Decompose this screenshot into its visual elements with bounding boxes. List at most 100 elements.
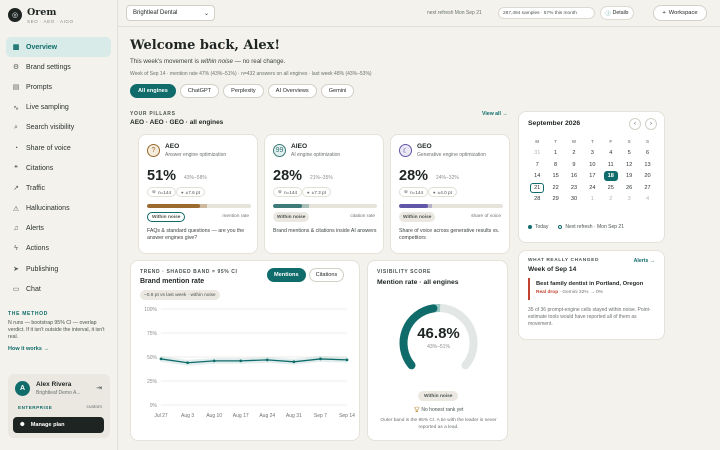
data-point[interactable] <box>212 359 216 363</box>
what-changed-card: WHAT REALLY CHANGED Week of Sep 14 Alert… <box>518 250 665 340</box>
pillar-card-aieo[interactable]: 99 AIEO AI engine optimization 28% 21%–35% ⊜ n… <box>264 134 384 254</box>
tab-ai-overviews[interactable]: AI Overviews <box>267 84 317 98</box>
calendar-day[interactable]: 23 <box>565 182 583 194</box>
tab-chatgpt[interactable]: ChatGPT <box>179 84 220 98</box>
data-point[interactable] <box>186 361 189 365</box>
sidebar-item-overview[interactable]: ▦ Overview <box>6 37 111 58</box>
sidebar-item-actions[interactable]: ϟ Actions <box>6 239 111 259</box>
data-point[interactable] <box>345 358 349 362</box>
sidebar-item-label: Chat <box>26 285 41 293</box>
calendar-day[interactable]: 25 <box>602 182 620 194</box>
sidebar-item-search-visibility[interactable]: ⌕ Search visibility <box>6 118 111 138</box>
pillar-card-aeo[interactable]: ? AEO Answer engine optimization 51% 43%–58%… <box>138 134 258 254</box>
calendar-day[interactable]: 1 <box>546 148 564 160</box>
brand[interactable]: ◎ Orem SEO · AEO · AIGO <box>8 7 74 24</box>
calendar-day[interactable]: 27 <box>638 182 656 194</box>
sidebar-item-brand-settings[interactable]: ⚙ Brand settings <box>6 57 111 77</box>
manage-plan-button[interactable]: ✺ Manage plan <box>13 417 104 433</box>
sidebar-item-prompts[interactable]: ▤ Prompts <box>6 77 111 97</box>
calendar-day[interactable]: 10 <box>583 159 601 171</box>
tab-perplexity[interactable]: Perplexity <box>223 84 264 98</box>
change-item[interactable]: Best family dentist in Portland, Oregon … <box>528 278 657 300</box>
logout-icon[interactable]: ⇥ <box>96 385 102 392</box>
calendar-day[interactable]: 3 <box>620 194 638 206</box>
sidebar-nav: ▦ Overview ⚙ Brand settings ▤ Prompts ∿ Live sa… <box>6 37 111 299</box>
tab-gemini[interactable]: Gemini <box>320 84 355 98</box>
calendar-day[interactable]: 4 <box>602 148 620 160</box>
sidebar-item-hallucinations[interactable]: ⚠ Hallucinations <box>6 199 111 219</box>
pillar-progress-fill <box>399 204 429 208</box>
sidebar-item-citations[interactable]: ❝ Citations <box>6 158 111 178</box>
calendar-day[interactable]: 3 <box>583 148 601 160</box>
x-tick-label: Aug 3 <box>181 413 194 419</box>
data-point[interactable] <box>159 357 163 361</box>
workspace-button-label: Workspace <box>668 10 698 16</box>
sidebar-item-publishing[interactable]: ➤ Publishing <box>6 259 111 279</box>
calendar-day[interactable]: 12 <box>620 159 638 171</box>
calendar-day[interactable]: 2 <box>565 148 583 160</box>
pillar-metric: citation rate <box>350 214 375 219</box>
data-point[interactable] <box>265 358 269 362</box>
calendar-day[interactable]: 28 <box>528 194 546 206</box>
pillar-card-geo[interactable]: ☾ GEO Generative engine optimization 28% 24%… <box>390 134 510 254</box>
sample-size-chip: ⊜ n=144 <box>399 187 429 197</box>
calendar-day[interactable]: 22 <box>546 182 564 194</box>
calendar-day-selected[interactable]: 18 <box>602 171 620 183</box>
toggle-mentions[interactable]: Mentions <box>267 268 306 282</box>
calendar-day[interactable]: 26 <box>620 182 638 194</box>
pillar-name: AEO <box>165 143 180 150</box>
sidebar: ◎ Orem SEO · AEO · AIGO ▦ Overview ⚙ Brand … <box>0 0 118 450</box>
add-workspace-button[interactable]: + Workspace <box>653 5 707 21</box>
calendar-day[interactable]: 24 <box>583 182 601 194</box>
alerts-link[interactable]: Alerts → <box>633 258 655 264</box>
pillar-description: Answer engine optimization <box>165 152 227 158</box>
calendar-day[interactable]: 17 <box>583 171 601 183</box>
calendar-day[interactable]: 19 <box>620 171 638 183</box>
pillar-progress-bar <box>273 204 377 208</box>
calendar-day-number: 25 <box>607 184 614 191</box>
sidebar-item-live-sampling[interactable]: ∿ Live sampling <box>6 98 111 118</box>
calendar-day[interactable]: 31 <box>528 148 546 160</box>
calendar-day[interactable]: 2 <box>602 194 620 206</box>
data-point[interactable] <box>239 359 243 363</box>
calendar-day[interactable]: 29 <box>546 194 564 206</box>
calendar-day[interactable]: 8 <box>546 159 564 171</box>
calendar-day[interactable]: 30 <box>565 194 583 206</box>
sidebar-item-share-of-voice[interactable]: ◔ Share of voice <box>6 138 111 158</box>
sidebar-item-chat[interactable]: ▭ Chat <box>6 279 111 299</box>
calendar-day[interactable]: 5 <box>620 148 638 160</box>
calendar-day[interactable]: 9 <box>565 159 583 171</box>
workspace-select[interactable]: Brightleaf Dental ⌄ <box>126 5 215 21</box>
pillar-ci-band <box>294 204 310 208</box>
chevron-right-icon[interactable]: › <box>645 118 657 130</box>
calendar-day[interactable]: 11 <box>602 159 620 171</box>
calendar-day[interactable]: 1 <box>583 194 601 206</box>
calendar-day[interactable]: 13 <box>638 159 656 171</box>
avatar[interactable]: A <box>15 381 30 396</box>
details-button[interactable]: ⓘ Details <box>600 6 634 20</box>
calendar-day[interactable]: 14 <box>528 171 546 183</box>
calendar-day[interactable]: 15 <box>546 171 564 183</box>
change-item-detail: Real drop · Gemini 32% → 0% <box>536 290 657 295</box>
calendar-day-today[interactable]: 21 <box>528 182 546 194</box>
pillar-name: GEO <box>417 143 432 150</box>
calendar-day[interactable]: 16 <box>565 171 583 183</box>
sidebar-item-alerts[interactable]: ♫ Alerts <box>6 219 111 239</box>
sidebar-item-traffic[interactable]: ↗ Traffic <box>6 178 111 198</box>
how-it-works-link[interactable]: How it works → <box>8 346 49 352</box>
data-point[interactable] <box>292 360 296 364</box>
calendar-day[interactable]: 7 <box>528 159 546 171</box>
calendar-day[interactable]: 20 <box>638 171 656 183</box>
view-all-link[interactable]: View all → <box>482 111 508 117</box>
tab-all-engines[interactable]: All engines <box>130 84 176 98</box>
toggle-citations[interactable]: Citations <box>308 268 345 282</box>
noise-badge: Within noise <box>147 212 186 222</box>
calendar-day-number: 27 <box>644 184 651 191</box>
visibility-title: Mention rate · all engines <box>377 279 459 286</box>
y-tick-label: 50% <box>147 355 158 361</box>
calendar-day[interactable]: 6 <box>638 148 656 160</box>
calendar-day[interactable]: 4 <box>638 194 656 206</box>
what-changed-note: 35 of 36 prompt-engine cells stayed with… <box>528 307 651 327</box>
data-point[interactable] <box>319 357 322 361</box>
chevron-left-icon[interactable]: ‹ <box>629 118 641 130</box>
